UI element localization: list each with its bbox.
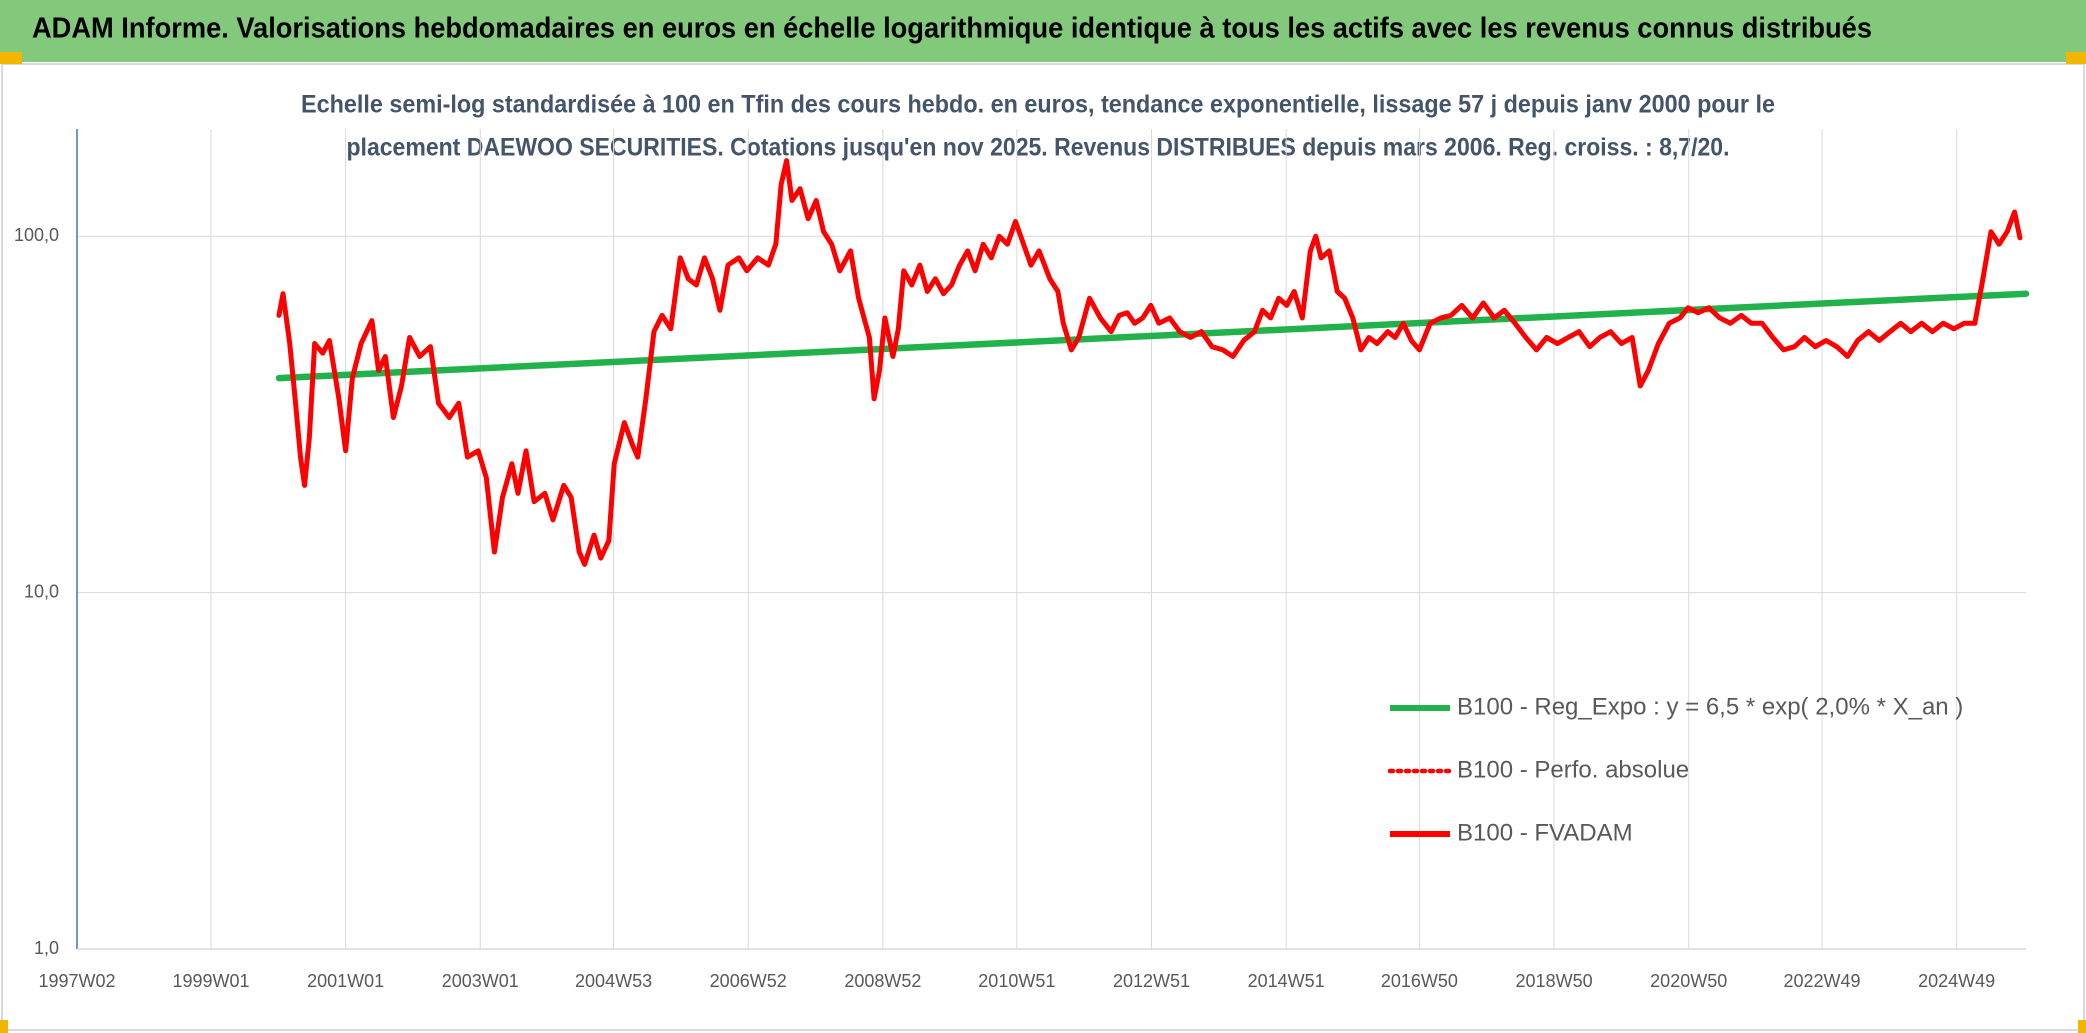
y-tick-label: 10,0 — [24, 581, 59, 601]
x-tick-label: 2020W50 — [1650, 971, 1727, 991]
corner-mark — [2066, 52, 2086, 64]
x-tick-label: 2018W50 — [1516, 971, 1593, 991]
corner-mark — [2078, 1020, 2086, 1033]
legend-label: B100 - Reg_Expo : y = 6,5 * exp( 2,0% * … — [1457, 693, 1963, 720]
x-tick-label: 2024W49 — [1918, 971, 1995, 991]
x-tick-label: 2014W51 — [1248, 971, 1325, 991]
x-tick-label: 2012W51 — [1113, 971, 1190, 991]
chart-subtitle: placement DAEWOO SECURITIES. Cotations j… — [347, 134, 1730, 162]
x-tick-label: 2022W49 — [1783, 971, 1860, 991]
corner-mark — [0, 52, 22, 64]
data-line — [276, 158, 2023, 567]
x-tick-label: 1997W02 — [38, 971, 115, 991]
x-tick-label: 2003W01 — [442, 971, 519, 991]
x-tick-label: 2016W50 — [1381, 971, 1458, 991]
chart-title: ADAM Informe. Valorisations hebdomadaire… — [32, 13, 1872, 45]
x-tick-label: 1999W01 — [172, 971, 249, 991]
y-tick-label: 100,0 — [14, 225, 59, 245]
x-tick-label: 2010W51 — [978, 971, 1055, 991]
x-tick-label: 2008W52 — [844, 971, 921, 991]
legend-label: B100 - FVADAM — [1457, 819, 1633, 846]
x-tick-label: 2004W53 — [575, 971, 652, 991]
chart-subtitle: Echelle semi-log standardisée à 100 en T… — [301, 91, 1775, 119]
y-tick-label: 1,0 — [34, 938, 59, 958]
corner-mark — [0, 1020, 8, 1033]
legend-label: B100 - Perfo. absolue — [1457, 756, 1689, 783]
x-tick-label: 2001W01 — [307, 971, 384, 991]
header-band — [0, 0, 2086, 62]
frame — [1, 63, 2085, 1031]
data-line — [275, 290, 2030, 382]
x-tick-label: 2006W52 — [710, 971, 787, 991]
